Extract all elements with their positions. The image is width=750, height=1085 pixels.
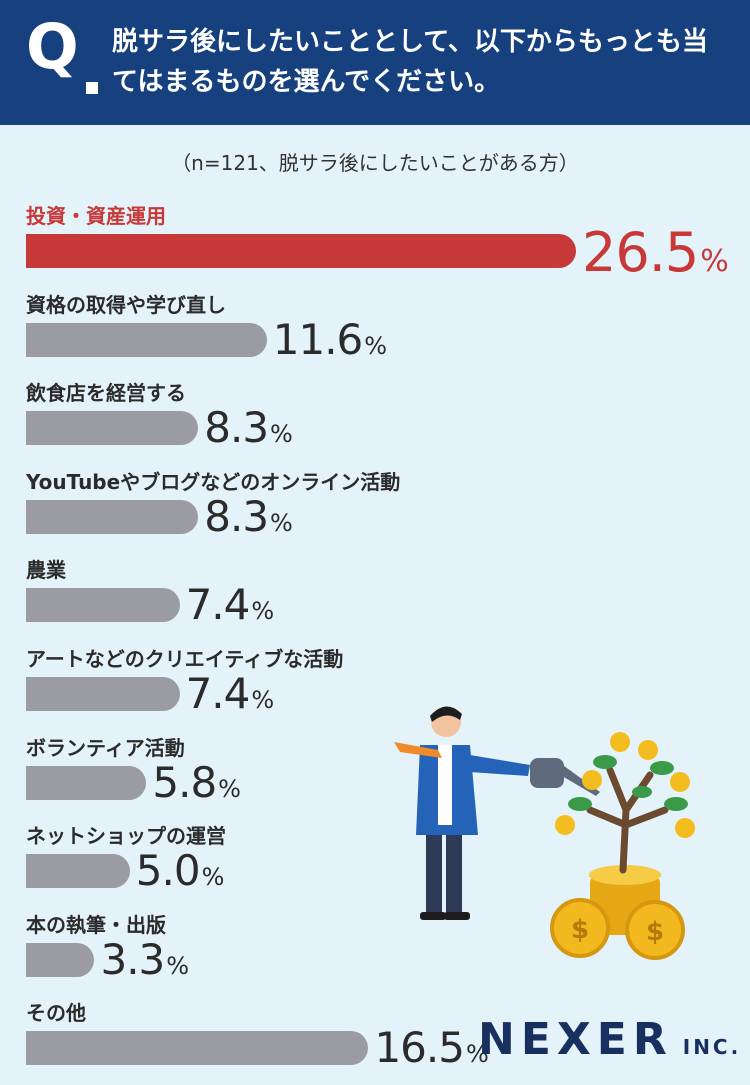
man-figure <box>394 706 530 920</box>
q-mark: Q <box>26 10 79 83</box>
bar <box>26 411 199 446</box>
bar <box>26 765 147 800</box>
category-label: 農業 <box>26 558 66 583</box>
category-label: YouTubeやブログなどのオンライン活動 <box>26 469 401 494</box>
category-label: ネットショップの運営 <box>26 824 226 849</box>
bar <box>26 322 267 357</box>
bar <box>26 1031 369 1066</box>
sample-note: （n=121、脱サラ後にしたいことがある方） <box>171 151 579 175</box>
value-label: 11.6% <box>272 314 388 364</box>
question-text: 脱サラ後にしたいこととして、以下からもっとも当てはまるものを選んでください。 <box>112 27 708 97</box>
bar <box>26 942 95 977</box>
q-dot <box>86 82 98 94</box>
value-label: 7.4% <box>185 580 275 630</box>
category-label: アートなどのクリエイティブな活動 <box>26 647 344 671</box>
logo-sub: INC. <box>682 1035 742 1059</box>
bar <box>26 677 180 711</box>
logo-main: NEXER <box>478 1014 673 1065</box>
value-label: 16.5% <box>374 1023 489 1073</box>
money-tree-illustration: $ $ <box>394 706 695 960</box>
category-label: 本の執筆・出版 <box>26 912 166 937</box>
category-label: 投資・資産運用 <box>26 204 166 228</box>
value-label: 5.0% <box>135 846 225 896</box>
svg-text:$: $ <box>571 915 589 945</box>
category-label: ボランティア活動 <box>26 735 185 760</box>
coin-stack: $ $ <box>550 865 685 960</box>
value-label: 7.4% <box>185 669 275 718</box>
category-label: その他 <box>26 1001 86 1026</box>
category-label: 資格の取得や学び直し <box>26 292 226 317</box>
svg-text:$: $ <box>646 917 664 947</box>
value-label: 3.3% <box>100 934 190 984</box>
bar <box>26 499 199 534</box>
value-label: 8.3% <box>204 403 293 453</box>
category-label: 飲食店を経営する <box>26 381 186 406</box>
bar <box>26 588 180 623</box>
value-label: 26.5% <box>582 221 729 284</box>
tree <box>555 732 695 874</box>
nexer-logo: NEXER INC. <box>478 1014 741 1065</box>
value-label: 8.3% <box>204 491 293 541</box>
question-header: Q 脱サラ後にしたいこととして、以下からもっとも当てはまるものを選んでください。 <box>0 0 750 125</box>
bar <box>26 234 576 268</box>
value-label: 5.8% <box>152 757 241 807</box>
bar <box>26 854 130 889</box>
